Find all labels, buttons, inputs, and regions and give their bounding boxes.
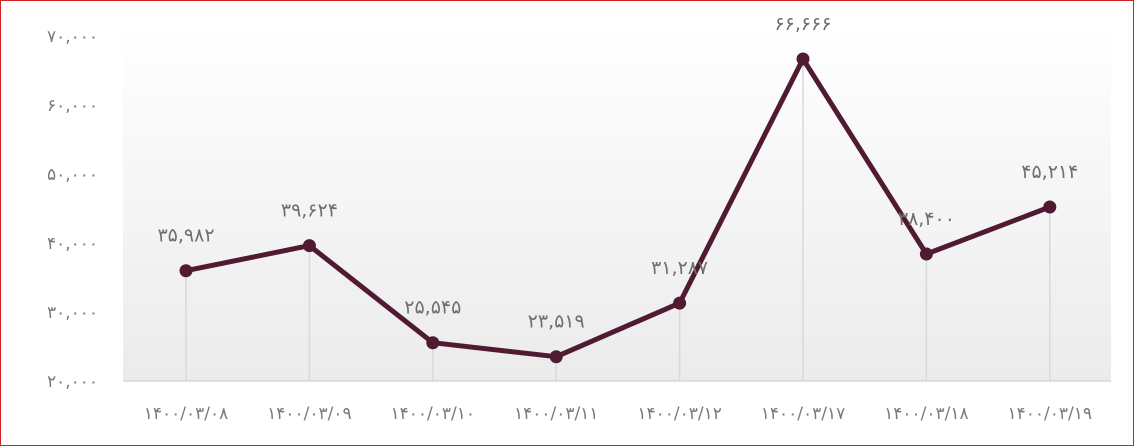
- y-tick-label: ۶۰,۰۰۰: [47, 96, 98, 116]
- data-point: [1043, 200, 1057, 214]
- x-tick-label: ۱۴۰۰/۰۳/۱۱: [514, 404, 599, 424]
- x-tick-label: ۱۴۰۰/۰۳/۱۷: [761, 404, 846, 424]
- data-label: ۳۸,۴۰۰: [898, 208, 955, 230]
- y-tick-label: ۵۰,۰۰۰: [47, 165, 98, 185]
- x-tick-label: ۱۴۰۰/۰۳/۰۹: [267, 404, 352, 424]
- plot-area: [123, 23, 1111, 381]
- data-label: ۳۵,۹۸۲: [157, 225, 214, 247]
- x-tick-label: ۱۴۰۰/۰۳/۱۲: [637, 404, 722, 424]
- data-point: [179, 264, 193, 278]
- data-point: [426, 336, 440, 350]
- data-labels: ۳۵,۹۸۲ ۳۹,۶۲۴ ۲۵,۵۴۵ ۲۳,۵۱۹ ۳۱,۲۸۷ ۶۶,۶۶۶ ۳۸,۴…: [157, 13, 1078, 333]
- data-label: ۳۹,۶۲۴: [281, 200, 338, 222]
- y-tick-label: ۲۰,۰۰۰: [47, 372, 98, 392]
- x-tick-label: ۱۴۰۰/۰۳/۱۹: [1008, 404, 1093, 424]
- series-markers: [179, 52, 1057, 364]
- data-point: [549, 350, 563, 364]
- data-label: ۲۵,۵۴۵: [404, 297, 461, 319]
- y-tick-label: ۳۰,۰۰۰: [47, 303, 98, 323]
- y-axis: ۲۰,۰۰۰ ۳۰,۰۰۰ ۴۰,۰۰۰ ۵۰,۰۰۰ ۶۰,۰۰۰ ۷۰,۰۰۰: [47, 27, 98, 392]
- series-line: [183, 56, 1053, 360]
- data-label: ۲۳,۵۱۹: [528, 311, 585, 333]
- x-tick-label: ۱۴۰۰/۰۳/۰۸: [144, 404, 229, 424]
- x-tick-label: ۱۴۰۰/۰۳/۱۸: [884, 404, 969, 424]
- data-label: ۴۵,۲۱۴: [1021, 161, 1078, 183]
- data-label: ۶۶,۶۶۶: [774, 13, 831, 35]
- y-tick-label: ۴۰,۰۰۰: [47, 234, 98, 254]
- x-tick-label: ۱۴۰۰/۰۳/۱۰: [391, 404, 476, 424]
- x-axis: ۱۴۰۰/۰۳/۰۸ ۱۴۰۰/۰۳/۰۹ ۱۴۰۰/۰۳/۱۰ ۱۴۰۰/۰۳/۱۱…: [144, 404, 1092, 424]
- data-point: [796, 52, 810, 66]
- y-tick-label: ۷۰,۰۰۰: [47, 27, 98, 47]
- data-point: [302, 239, 316, 253]
- data-label: ۳۱,۲۸۷: [651, 257, 708, 279]
- data-point: [919, 247, 933, 261]
- data-point: [673, 296, 687, 310]
